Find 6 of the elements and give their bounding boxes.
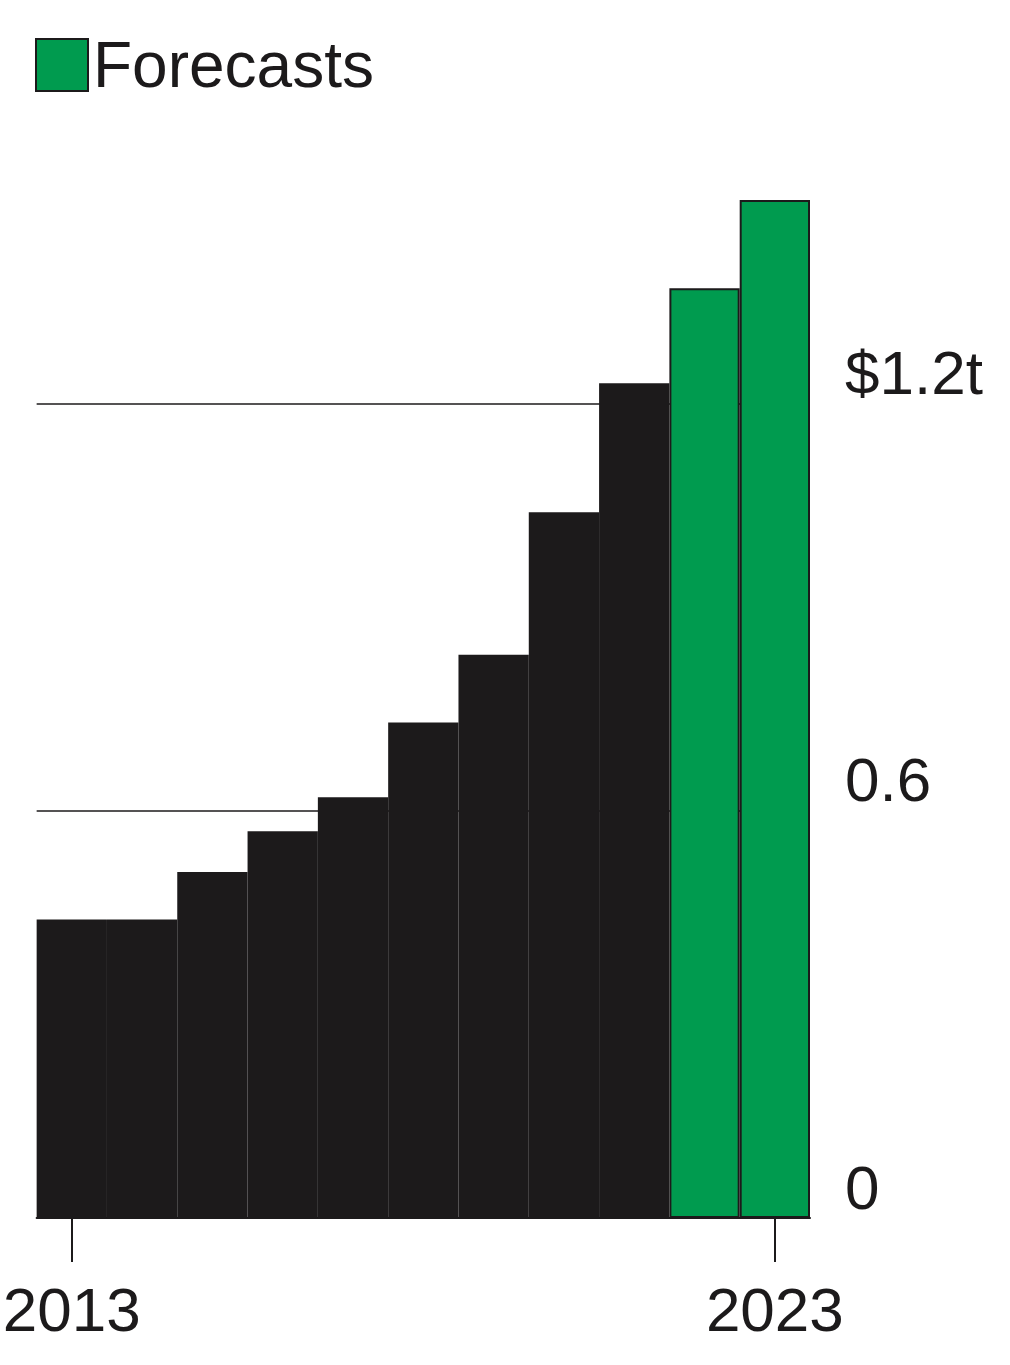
x-tick-label: 2023 bbox=[705, 1274, 844, 1344]
legend-label: Forecasts bbox=[93, 29, 374, 101]
y-tick-label: 0.6 bbox=[845, 745, 932, 815]
y-tick-label: $1.2t bbox=[845, 338, 983, 408]
x-tick-label: 2013 bbox=[2, 1274, 141, 1344]
y-tick-label: 0 bbox=[845, 1152, 880, 1222]
